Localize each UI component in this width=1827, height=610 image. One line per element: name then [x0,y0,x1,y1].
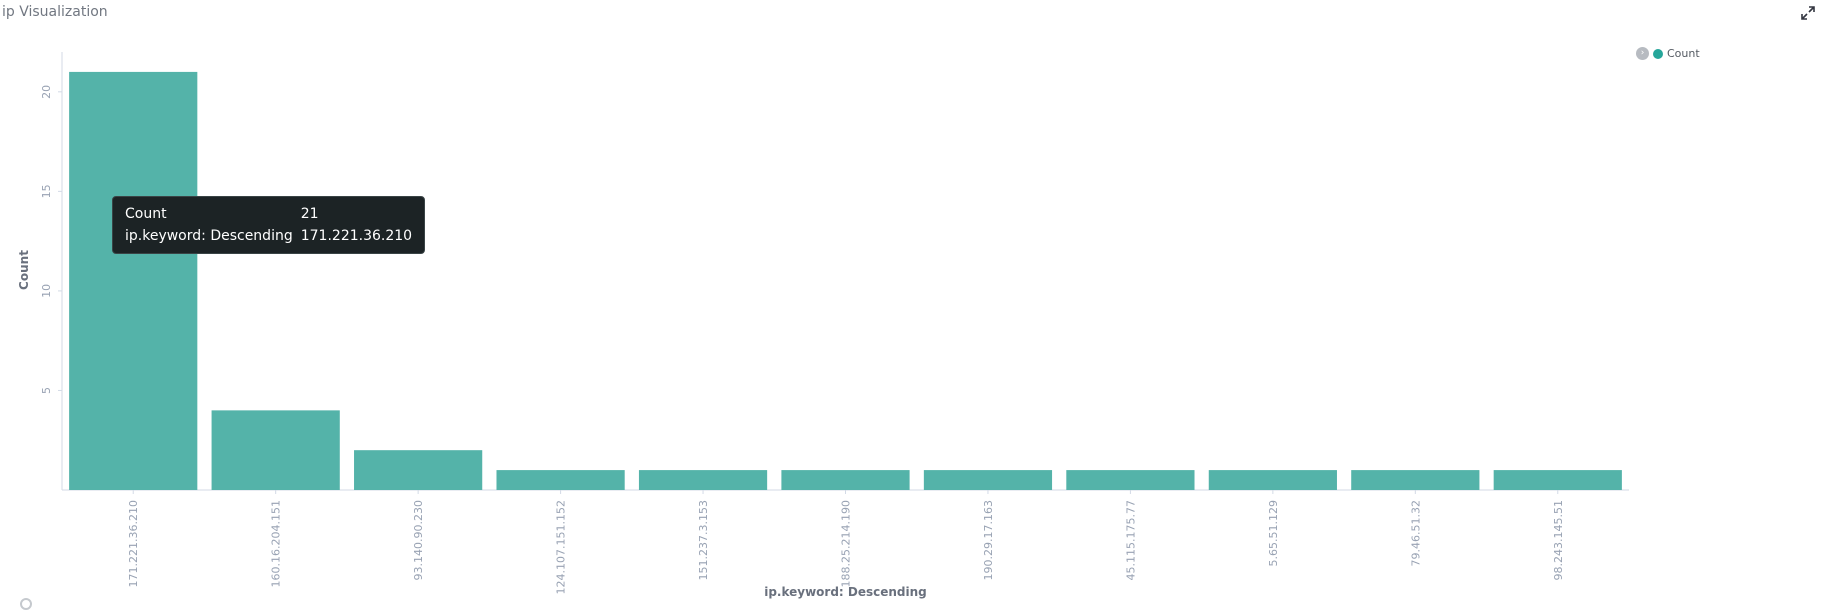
y-tick-label: 15 [40,184,53,198]
tooltip-row: ip.keyword: Descending 171.221.36.210 [125,225,412,247]
x-axis-title: ip.keyword: Descending [764,585,927,599]
expand-icon[interactable] [1801,6,1815,20]
tooltip-key: ip.keyword: Descending [125,228,293,244]
bar [1066,470,1195,490]
bar [211,410,340,490]
panel-title: ip Visualization [2,4,108,20]
x-tick-label: 151.237.3.153 [697,500,710,580]
x-tick-label: 188.25.214.190 [840,500,853,587]
chevron-right-icon[interactable]: › [1636,47,1649,60]
tooltip-key: Count [125,206,167,222]
bar [354,450,483,490]
tooltip-value: 171.221.36.210 [300,228,413,244]
y-tick-label: 20 [40,85,53,99]
x-tick-label: 79.46.51.32 [1409,500,1422,566]
y-tick-label: 10 [40,284,53,298]
legend-label: Count [1667,47,1700,60]
x-tick-label: 190.29.17.163 [982,500,995,580]
settings-icon[interactable] [20,598,32,610]
x-tick-label: 171.221.36.210 [127,500,140,587]
bar [923,470,1053,490]
bar [1493,470,1622,490]
x-tick-label: 98.243.145.51 [1552,500,1565,580]
y-axis-title: Count [17,250,31,290]
bar [1208,470,1337,490]
legend-color-dot [1653,48,1663,59]
x-tick-label: 45.115.175.77 [1124,500,1137,580]
x-tick-label: 160.16.204.151 [270,500,283,587]
legend-entry-count[interactable]: Count [1653,47,1700,60]
bar [1351,470,1480,490]
tooltip-value: 21 [300,206,319,222]
y-tick-label: 5 [40,387,53,394]
x-tick-label: 5.65.51.129 [1267,500,1280,566]
chart-tooltip: Count 21 ip.keyword: Descending 171.221.… [112,196,426,254]
bar [638,470,768,490]
x-tick-label: 93.140.90.230 [412,500,425,580]
bar [781,470,910,490]
bar [496,470,625,490]
legend: › Count [1636,47,1700,60]
x-tick-label: 124.107.151.152 [555,500,568,594]
tooltip-row: Count 21 [125,203,412,225]
bar [69,71,198,490]
